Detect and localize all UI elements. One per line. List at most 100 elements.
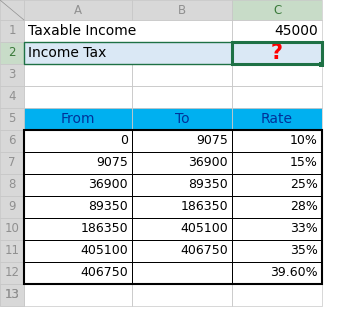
Bar [232,20,322,42]
Bar [132,108,232,130]
Bar [132,262,232,284]
Bar [232,64,322,86]
Bar [0,108,24,130]
Text: 36900: 36900 [88,179,128,191]
Bar [0,196,24,218]
Bar [132,174,232,196]
Text: 9075: 9075 [96,157,128,169]
Bar [24,196,132,218]
Bar [0,42,24,64]
Bar [132,0,232,20]
Text: 3: 3 [8,68,16,82]
Bar [232,240,322,262]
Text: 10%: 10% [290,135,318,147]
Bar [132,218,232,240]
Text: 25%: 25% [290,179,318,191]
Bar [132,218,232,240]
Bar [0,86,24,108]
Bar [0,196,24,218]
Text: 405100: 405100 [80,244,128,258]
Bar [24,262,132,284]
Bar [232,262,322,284]
Bar [0,86,24,108]
Bar [24,0,132,20]
Bar [132,86,232,108]
Bar [232,86,322,108]
Bar [232,152,322,174]
Text: 33%: 33% [290,222,318,236]
Bar [232,42,322,64]
Text: 9: 9 [8,200,16,214]
Bar [132,64,232,86]
Bar [232,284,322,306]
Bar [24,42,232,64]
Text: 5: 5 [8,113,16,125]
Text: 8: 8 [8,179,16,191]
Text: 0: 0 [120,135,128,147]
Bar [132,262,232,284]
Bar [0,284,24,306]
Bar [0,262,24,284]
Bar [24,218,132,240]
Bar [232,64,322,86]
Bar [24,284,132,306]
Bar [319,62,324,67]
Bar [24,20,232,42]
Bar [232,108,322,130]
Bar [0,20,24,42]
Bar [24,86,132,108]
Bar [24,0,132,20]
Bar [132,130,232,152]
Bar [132,284,232,306]
Text: Taxable Income: Taxable Income [28,24,136,38]
Bar [0,0,24,20]
Bar [0,218,24,240]
Bar [0,240,24,262]
Bar [232,42,322,64]
Bar [232,86,322,108]
Bar [24,42,232,64]
Text: 7: 7 [8,157,16,169]
Bar [232,240,322,262]
Bar [232,284,322,306]
Bar [24,130,132,152]
Bar [232,152,322,174]
Bar [24,240,132,262]
Bar [232,218,322,240]
Bar [132,130,232,152]
Bar [0,64,24,86]
Text: 13: 13 [5,289,19,301]
Bar [232,262,322,284]
Bar [24,174,132,196]
Bar [0,20,24,42]
Text: 6: 6 [8,135,16,147]
Text: 1: 1 [8,24,16,38]
Bar [132,64,232,86]
Text: From: From [61,112,95,126]
Text: 406750: 406750 [180,244,228,258]
Text: 2: 2 [8,46,16,60]
Bar [0,284,24,306]
Bar [132,108,232,130]
Bar [24,20,232,42]
Bar [232,174,322,196]
Bar [232,130,322,152]
Text: 186350: 186350 [81,222,128,236]
Bar [24,130,322,284]
Bar [0,152,24,174]
Bar [0,174,24,196]
Bar [0,284,24,306]
Bar [0,42,24,64]
Bar [24,64,132,86]
Bar [132,86,232,108]
Bar [232,218,322,240]
Text: 36900: 36900 [188,157,228,169]
Text: Income Tax: Income Tax [28,46,106,60]
Bar [0,152,24,174]
Bar [232,20,322,42]
Bar [0,284,24,306]
Bar [132,240,232,262]
Bar [24,240,132,262]
Text: 35%: 35% [290,244,318,258]
Text: 406750: 406750 [80,266,128,280]
